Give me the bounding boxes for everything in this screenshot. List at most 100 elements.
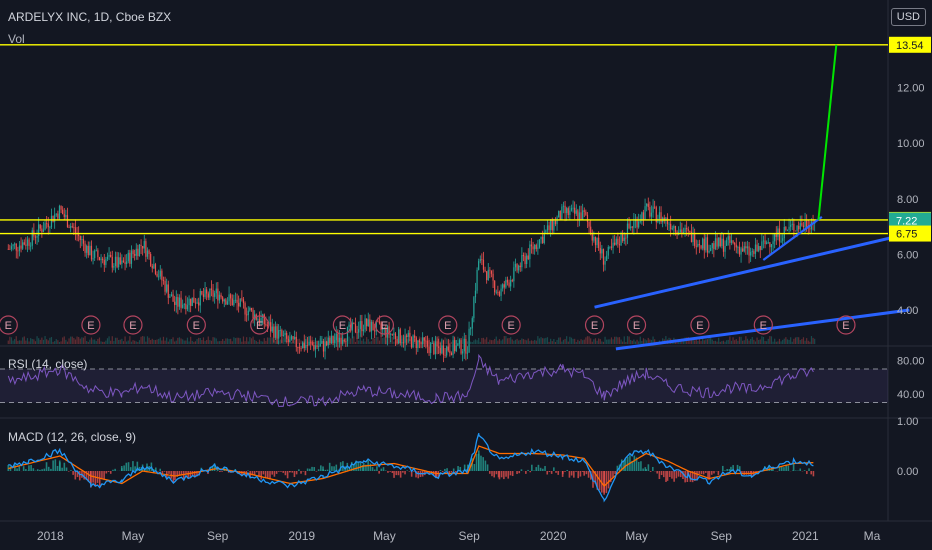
candle xyxy=(753,251,755,254)
macd-histogram-bar xyxy=(275,471,278,474)
volume-bar xyxy=(266,337,269,344)
macd-histogram-bar xyxy=(509,471,512,476)
volume-bar xyxy=(143,336,145,344)
volume-bar xyxy=(127,340,129,344)
volume-bar xyxy=(802,337,805,344)
volume-bar xyxy=(31,339,33,344)
volume-bar xyxy=(159,337,161,344)
volume-bar xyxy=(543,338,545,344)
candle xyxy=(196,302,198,304)
volume-bar xyxy=(225,338,227,344)
macd-histogram-bar xyxy=(353,464,355,471)
volume-bar xyxy=(50,337,53,344)
macd-histogram-bar xyxy=(136,461,139,471)
candle xyxy=(780,240,782,242)
macd-histogram-bar xyxy=(241,471,243,477)
candle xyxy=(655,207,657,223)
candle xyxy=(705,237,707,251)
volume-bar xyxy=(505,336,507,344)
macd-histogram-bar xyxy=(644,467,647,471)
earnings-marker xyxy=(374,315,395,335)
macd-histogram-bar xyxy=(728,469,731,471)
volume-bar xyxy=(679,340,681,344)
candle xyxy=(167,284,169,298)
volume-bar xyxy=(529,341,531,344)
volume-bar xyxy=(297,339,299,344)
volume-bar xyxy=(503,336,505,344)
macd-histogram-bar xyxy=(213,463,216,471)
candle xyxy=(537,247,539,249)
volume-bar xyxy=(754,341,757,344)
volume-bar xyxy=(516,338,518,344)
volume-bar xyxy=(174,341,176,344)
macd-histogram-bar xyxy=(302,471,305,472)
volume-bar xyxy=(282,337,285,344)
macd-histogram-bar xyxy=(289,471,291,473)
candle xyxy=(486,271,488,281)
volume-bar xyxy=(580,339,582,344)
candle xyxy=(239,298,241,307)
candle xyxy=(263,314,265,325)
candle xyxy=(154,264,157,274)
volume-bar xyxy=(556,339,558,344)
rsi-line xyxy=(7,353,814,408)
macd-histogram-bar xyxy=(689,471,692,482)
macd-histogram-bar xyxy=(282,471,285,473)
candle xyxy=(554,221,557,225)
candle xyxy=(214,293,216,297)
candle xyxy=(406,335,408,337)
candle xyxy=(308,341,310,346)
macd-histogram-bar xyxy=(694,471,696,481)
candle xyxy=(318,346,320,347)
macd-histogram-bar xyxy=(267,471,269,478)
candle xyxy=(412,335,414,348)
candle xyxy=(737,246,739,248)
volume-bar xyxy=(562,339,565,344)
candle xyxy=(602,249,605,265)
candle xyxy=(738,246,741,255)
macd-histogram-bar xyxy=(178,471,181,476)
macd-histogram-bar xyxy=(507,471,510,479)
volume-bar xyxy=(481,337,483,344)
volume-bar xyxy=(506,338,509,344)
candle xyxy=(543,232,545,243)
currency-selector[interactable]: USD xyxy=(890,8,926,26)
volume-bar xyxy=(151,338,153,344)
candle xyxy=(679,229,681,233)
volume-bar xyxy=(714,340,717,344)
macd-histogram-bar xyxy=(109,471,112,474)
macd-histogram-bar xyxy=(623,460,625,471)
earnings-label: E xyxy=(696,320,703,332)
volume-bar xyxy=(462,336,464,344)
candle xyxy=(129,252,131,264)
candle xyxy=(785,227,787,231)
candle xyxy=(503,284,505,288)
candle xyxy=(23,242,25,245)
volume-bar xyxy=(175,340,177,344)
candle xyxy=(409,332,411,338)
candle xyxy=(687,229,689,231)
candle xyxy=(284,332,286,336)
volume-bar xyxy=(356,337,358,344)
macd-histogram-bar xyxy=(620,459,623,471)
candle xyxy=(489,269,491,271)
candle xyxy=(204,289,206,297)
macd-histogram-bar xyxy=(123,465,125,471)
volume-bar xyxy=(55,339,57,344)
volume-bar xyxy=(62,337,64,344)
macd-histogram-bar xyxy=(791,470,794,471)
time-axis-tick: 2018 xyxy=(37,529,64,543)
candle xyxy=(58,205,61,219)
time-axis-tick: Sep xyxy=(207,529,229,543)
candle xyxy=(782,238,784,241)
volume-bar xyxy=(100,341,102,344)
macd-histogram-bar xyxy=(369,463,372,471)
candle xyxy=(257,319,259,321)
candle xyxy=(319,343,321,347)
macd-histogram-bar xyxy=(724,470,726,471)
candle xyxy=(650,212,653,217)
volume-bar xyxy=(60,341,62,344)
rsi-axis-tick: 80.00 xyxy=(897,356,925,368)
candle xyxy=(458,339,461,344)
